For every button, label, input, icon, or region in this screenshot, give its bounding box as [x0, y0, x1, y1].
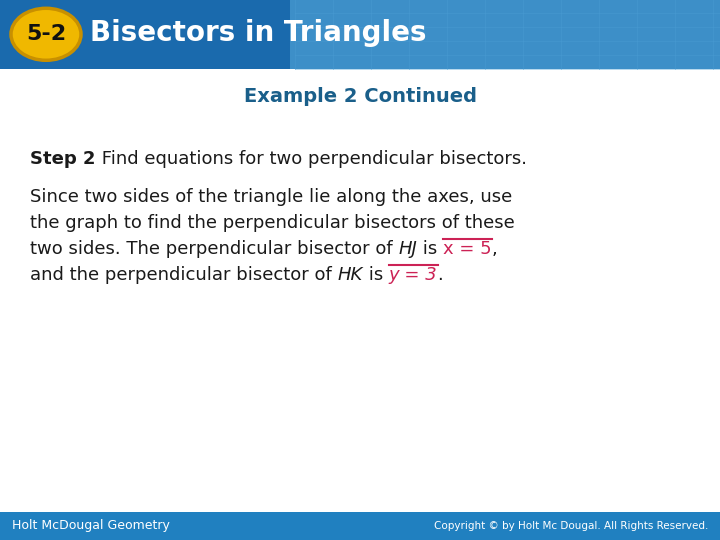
Text: Find equations for two perpendicular bisectors.: Find equations for two perpendicular bis…	[96, 150, 526, 168]
Text: 5-2: 5-2	[26, 24, 66, 44]
Text: two sides. The perpendicular bisector of: two sides. The perpendicular bisector of	[30, 240, 398, 258]
Text: .: .	[438, 266, 444, 284]
Text: the graph to find the perpendicular bisectors of these: the graph to find the perpendicular bise…	[30, 214, 515, 232]
Text: is: is	[417, 240, 443, 258]
Text: ,: ,	[492, 240, 498, 258]
Text: HK: HK	[338, 266, 363, 284]
Text: and the perpendicular bisector of: and the perpendicular bisector of	[30, 266, 338, 284]
Ellipse shape	[11, 8, 81, 60]
Text: Holt McDougal Geometry: Holt McDougal Geometry	[12, 519, 170, 532]
Text: x = 5: x = 5	[443, 240, 492, 258]
Text: y = 3: y = 3	[389, 266, 438, 284]
Text: HJ: HJ	[398, 240, 417, 258]
Text: Since two sides of the triangle lie along the axes, use: Since two sides of the triangle lie alon…	[30, 188, 512, 206]
Text: Copyright © by Holt Mc Dougal. All Rights Reserved.: Copyright © by Holt Mc Dougal. All Right…	[433, 521, 708, 531]
Bar	[0, 0, 720, 69]
Text: is: is	[363, 266, 389, 284]
Text: Example 2 Continued: Example 2 Continued	[243, 86, 477, 106]
Text: Bisectors in Triangles: Bisectors in Triangles	[90, 19, 426, 48]
Bar	[0, 512, 720, 540]
Bar	[290, 0, 720, 69]
Text: Step 2: Step 2	[30, 150, 96, 168]
